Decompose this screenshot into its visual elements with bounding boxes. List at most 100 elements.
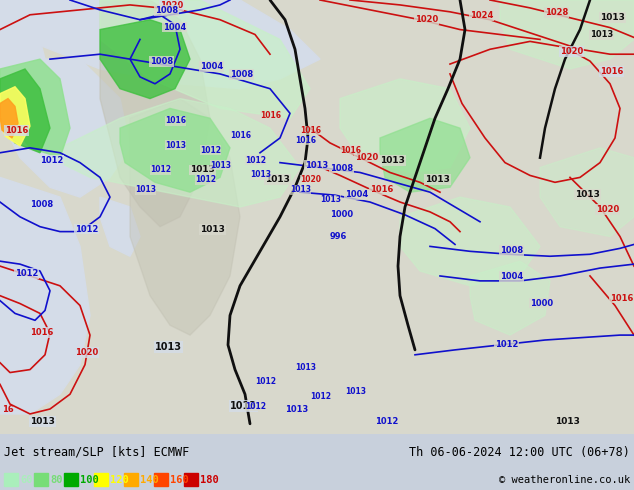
Text: 1020: 1020 xyxy=(560,47,583,56)
Text: 1016: 1016 xyxy=(600,67,623,76)
Polygon shape xyxy=(0,87,30,146)
Bar xyxy=(94,473,108,486)
Polygon shape xyxy=(0,0,320,89)
Text: 1013: 1013 xyxy=(380,156,405,165)
Text: 16: 16 xyxy=(2,405,14,414)
Text: 1013: 1013 xyxy=(285,405,308,414)
Text: 1013: 1013 xyxy=(555,417,580,426)
Text: 100: 100 xyxy=(80,475,99,485)
Polygon shape xyxy=(400,197,540,286)
Text: 1013: 1013 xyxy=(345,387,366,396)
Text: 1012: 1012 xyxy=(195,175,216,184)
Text: 1013: 1013 xyxy=(30,417,55,426)
Text: 1012: 1012 xyxy=(375,417,398,426)
Text: 1013: 1013 xyxy=(290,185,311,194)
Text: 1012: 1012 xyxy=(40,156,63,165)
Text: 1000: 1000 xyxy=(530,298,553,308)
Polygon shape xyxy=(0,0,50,128)
Polygon shape xyxy=(500,0,634,69)
Text: 1016: 1016 xyxy=(165,116,186,125)
Polygon shape xyxy=(470,261,550,335)
Text: 1013: 1013 xyxy=(575,190,600,199)
Text: 120: 120 xyxy=(110,475,129,485)
Text: 1012: 1012 xyxy=(245,156,266,165)
Text: 1020: 1020 xyxy=(160,1,183,10)
Text: 1013: 1013 xyxy=(305,161,328,170)
Text: 1000: 1000 xyxy=(330,210,353,219)
Text: 1013: 1013 xyxy=(135,185,156,194)
Bar xyxy=(64,473,78,486)
Text: 996: 996 xyxy=(330,231,347,241)
Polygon shape xyxy=(0,177,90,414)
Bar xyxy=(154,473,168,486)
Polygon shape xyxy=(120,108,230,192)
Text: 1012: 1012 xyxy=(310,392,331,401)
Text: 1013: 1013 xyxy=(230,401,257,411)
Text: 1016: 1016 xyxy=(230,131,251,140)
Polygon shape xyxy=(380,118,470,192)
Text: 1013: 1013 xyxy=(590,30,613,40)
Polygon shape xyxy=(0,59,130,197)
Polygon shape xyxy=(0,0,634,434)
Polygon shape xyxy=(100,197,140,256)
Text: 1008: 1008 xyxy=(30,200,53,209)
Text: 1008: 1008 xyxy=(330,164,353,172)
Text: 140: 140 xyxy=(140,475,158,485)
Text: 1016: 1016 xyxy=(30,328,53,337)
Polygon shape xyxy=(60,98,300,207)
Text: 1013: 1013 xyxy=(210,161,231,170)
Polygon shape xyxy=(540,148,634,237)
Text: Th 06-06-2024 12:00 UTC (06+78): Th 06-06-2024 12:00 UTC (06+78) xyxy=(409,446,630,459)
Polygon shape xyxy=(100,0,210,227)
Text: 1013: 1013 xyxy=(295,363,316,371)
Text: 1016: 1016 xyxy=(610,294,633,303)
Text: 1004: 1004 xyxy=(345,190,368,199)
Text: © weatheronline.co.uk: © weatheronline.co.uk xyxy=(499,475,630,485)
Polygon shape xyxy=(100,20,190,98)
Text: 1008: 1008 xyxy=(500,246,523,255)
Polygon shape xyxy=(100,0,310,118)
Text: 1013: 1013 xyxy=(320,195,341,204)
Text: 1004: 1004 xyxy=(200,62,223,71)
Text: 1012: 1012 xyxy=(75,224,98,234)
Text: 1012: 1012 xyxy=(245,402,266,411)
Text: 1016: 1016 xyxy=(370,185,393,194)
Text: 1012: 1012 xyxy=(150,166,171,174)
Text: 1013: 1013 xyxy=(600,13,625,22)
Text: 180: 180 xyxy=(200,475,219,485)
Bar xyxy=(184,473,198,486)
Text: 1016: 1016 xyxy=(340,146,361,155)
Text: 1020: 1020 xyxy=(75,348,98,357)
Text: 1008: 1008 xyxy=(230,70,253,79)
Text: 1004: 1004 xyxy=(500,272,523,281)
Text: 60: 60 xyxy=(20,475,32,485)
Bar xyxy=(4,473,18,486)
Text: 1016: 1016 xyxy=(300,126,321,135)
Text: 1013: 1013 xyxy=(425,175,450,184)
Text: 1013: 1013 xyxy=(190,166,215,174)
Text: 1012: 1012 xyxy=(495,340,519,349)
Polygon shape xyxy=(0,59,70,158)
Text: 160: 160 xyxy=(170,475,189,485)
Text: 1013: 1013 xyxy=(200,224,225,234)
Bar xyxy=(34,473,48,486)
Text: 1012: 1012 xyxy=(255,377,276,387)
Text: 1020: 1020 xyxy=(355,153,378,162)
Polygon shape xyxy=(340,79,470,172)
Polygon shape xyxy=(0,98,18,138)
Text: 1012: 1012 xyxy=(15,269,39,278)
Text: 1004: 1004 xyxy=(163,23,186,31)
Polygon shape xyxy=(0,69,50,153)
Text: 1020: 1020 xyxy=(300,175,321,184)
Text: 1016: 1016 xyxy=(260,111,281,120)
Text: 1013: 1013 xyxy=(155,342,182,352)
Text: 80: 80 xyxy=(50,475,63,485)
Text: Jet stream/SLP [kts] ECMWF: Jet stream/SLP [kts] ECMWF xyxy=(4,446,190,459)
Text: 1013: 1013 xyxy=(250,171,271,179)
Text: 1012: 1012 xyxy=(200,146,221,155)
Text: 1008: 1008 xyxy=(150,57,173,66)
Text: 1024: 1024 xyxy=(470,11,493,20)
Text: 1013: 1013 xyxy=(165,141,186,150)
Text: 1020: 1020 xyxy=(596,205,619,214)
Bar xyxy=(124,473,138,486)
